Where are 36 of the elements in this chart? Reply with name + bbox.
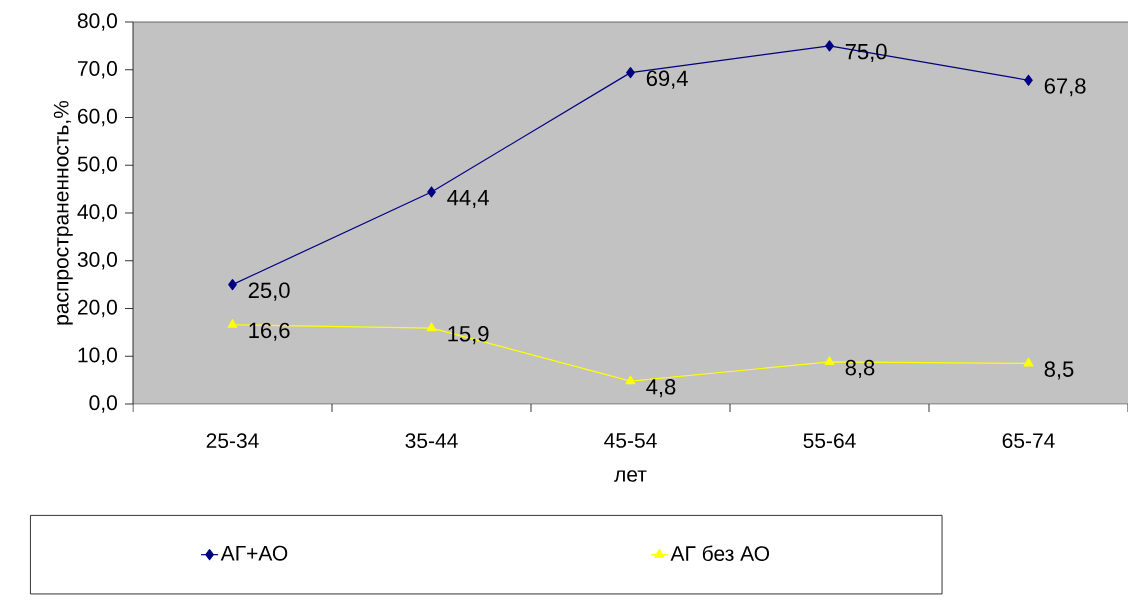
y-tick-label: 80,0 (77, 13, 117, 31)
y-tick-label: 70,0 (78, 61, 117, 79)
y-tick-label: 10,0 (78, 347, 117, 365)
data-label: 16,6 (249, 322, 290, 341)
point (228, 279, 237, 291)
y-axis-title: распространенность,% (53, 100, 73, 325)
y-tick-label: 40,0 (77, 204, 117, 222)
x-tick-label: 45-54 (604, 433, 657, 448)
data-label: 8,5 (1044, 361, 1074, 380)
y-tick-label: 60,0 (78, 108, 117, 127)
legend-label: АГ без АО (670, 545, 770, 561)
y-tick-label: 30,0 (77, 252, 117, 270)
y-tick-label: 20,0 (77, 299, 117, 318)
data-label: 67,8 (1044, 78, 1086, 97)
point (1023, 357, 1034, 367)
point (626, 67, 635, 79)
point (625, 375, 636, 385)
point (825, 40, 834, 52)
point (227, 319, 238, 328)
x-tick-label: 25-34 (206, 433, 259, 449)
point (824, 356, 835, 366)
x-tick-label: 55-64 (803, 433, 856, 449)
data-label: 44,4 (447, 190, 489, 208)
data-label: 69,4 (646, 70, 688, 89)
point (1024, 74, 1033, 86)
y-tick-label: 50,0 (77, 156, 117, 174)
data-label: 8,8 (845, 359, 875, 379)
y-tick-label: 0,0 (89, 395, 117, 413)
x-tick-label: 65-74 (1002, 433, 1055, 449)
point (426, 322, 437, 332)
x-axis-title: лет (614, 470, 647, 482)
x-tick-label: 35-44 (405, 433, 458, 449)
data-label: 25,0 (248, 282, 290, 301)
data-label: 4,8 (646, 378, 676, 398)
legend-label: АГ+АО (220, 545, 288, 561)
point (427, 186, 436, 198)
